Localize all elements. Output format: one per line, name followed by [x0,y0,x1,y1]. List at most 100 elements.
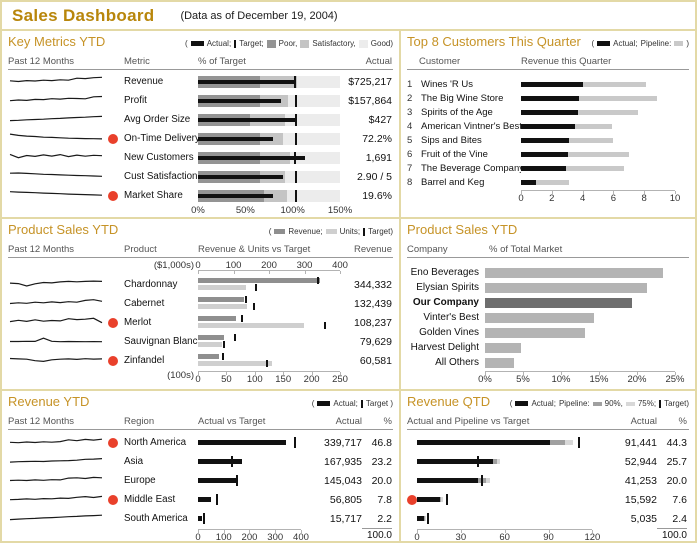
axis-tick-label: 0 [195,532,201,541]
column-header: Revenue [353,244,392,255]
actual-value: 167,935 [324,455,362,468]
legend: (Actual; Pipeline: 90%, 75%; Target) [510,399,689,408]
actual-bar [198,98,282,103]
company-label: Vinter's Best [423,312,479,323]
metric-label: Market Share [124,190,183,201]
target-tick [293,75,296,88]
actual-value: 5,035 [630,512,657,525]
axis-tick [504,530,506,533]
axis-spacer [310,528,362,541]
actual-value: 15,717 [329,512,362,525]
axis-tick-label: 300 [296,260,313,271]
region-row: Middle East 56,805 7.8 [8,490,393,509]
actual-value: 15,592 [624,493,657,506]
sparkline-cell [8,313,108,333]
actual-value: 1,691 [365,151,392,164]
rows: North America 339,717 46.8 Asia 167,935 23.2 E… [8,433,393,528]
company-row: All Others [407,355,689,370]
revenue-bar [198,316,236,321]
panel-revenue-qtd: Revenue QTD (Actual; Pipeline: 90%, 75%; Tar… [401,391,695,541]
customer-name: Fruit of the Vine [421,148,488,160]
percent-value: 46.8 [371,436,392,449]
panel-title: Product Sales YTD [8,222,119,237]
legend-text: Actual; [531,399,556,408]
percent-value: 7.6 [672,493,687,506]
column-headers: Actual and Pipeline vs Target Actual% [407,411,689,430]
axis-tick [637,372,638,375]
legend: (Actual; Target; Poor, Satisfactory, Good) [185,39,393,48]
metric-label: On-Time Delivery [124,133,200,144]
panel-head: Revenue QTD (Actual; Pipeline: 90%, 75%; Tar… [407,394,689,411]
pipeline-bar [521,165,625,171]
axis-line [417,529,593,530]
actual-pipeline-bar [417,474,607,487]
legend-swatch [515,401,529,406]
revenue-target-tick [222,353,225,360]
bullet-graph [198,151,340,164]
sparkline-cell [8,332,108,352]
actual-bar [521,137,569,143]
pipeline-90-bar [439,497,442,502]
metric-label: Cust Satisfaction [124,171,198,182]
legend-text: ( [591,39,595,48]
panel-head: Revenue YTD (Actual; Target ) [8,394,393,411]
legend-text: Pipeline: [640,39,672,48]
target-tick [230,456,233,467]
share-bar [485,282,647,293]
axis-spacer [407,189,521,205]
product-label: Cabernet [124,298,165,309]
company-label: Harvest Delight [410,342,479,353]
actual-bar [198,193,273,198]
axis-tick [582,191,584,194]
axis-tick-label: 2 [549,193,555,204]
axis-tick-label: 5% [516,374,530,385]
axis-tick [460,530,462,533]
percent-value: 25.7 [666,455,687,468]
actual-bar [521,81,583,87]
sparkline-cell [8,294,108,314]
actual-bar [198,440,286,445]
percent-value: 20.0 [666,474,687,487]
percent-value: 2.2 [377,512,392,525]
units-bar [198,342,222,347]
metric-row: Cust Satisfaction 2.90 / 5 [8,167,393,186]
x-axis: 0% 5% 10% 15% 20% 25% [407,370,689,386]
target-tick [215,494,218,505]
pipeline-bar [521,151,629,157]
legend-text: Actual; [206,39,232,48]
column-header: % of Total Market [489,244,563,255]
percent-value: 20.0 [371,474,392,487]
axis-tick-label: 250 [332,374,348,385]
sparkline [9,298,103,304]
customer-row: 3 Spirits of the Age [407,105,689,119]
band-good [283,132,340,145]
panel-revenue-ytd: Revenue YTD (Actual; Target ) Past 12 Mon… [2,391,401,541]
actual-vs-target-bar [198,455,310,468]
share-bar [485,267,663,278]
revenue-target-tick [245,296,248,303]
axis-tick-label: 400 [293,532,309,541]
panel-head: Product Sales YTD [407,222,689,239]
target-tick [235,475,238,486]
sparkline [9,457,103,463]
sparkline [9,514,103,520]
pipeline-bar [521,81,646,87]
band-satisfactory [264,189,287,202]
actual-bar [521,95,579,101]
column-header: Actual and Pipeline vs Target [407,416,530,427]
sparkline [9,476,103,481]
actual-bar [417,497,440,502]
actual-bar [198,174,284,179]
dashboard-subtitle: (Data as of December 19, 2004) [180,9,338,22]
revenue-value: 344,332 [354,278,392,291]
share-bar [485,357,514,368]
legend-text: ( [185,39,188,48]
region-row: 91,441 44.3 [407,433,689,452]
panel-title: Revenue YTD [8,394,90,409]
axis-tick-label: 50 [221,374,232,385]
panel-title: Product Sales YTD [407,222,518,237]
actual-bar [198,516,202,521]
customer-rank: 7 [407,162,413,174]
share-bar-track [485,342,675,353]
axis-tick-label: 100 [246,374,263,385]
